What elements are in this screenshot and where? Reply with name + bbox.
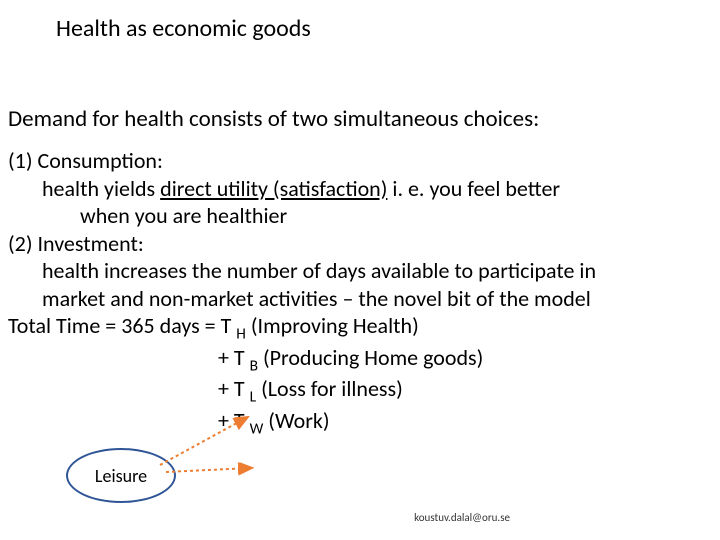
tb-sub: B — [250, 356, 258, 375]
tb-prefix: + T — [218, 344, 250, 371]
item1-line1a: health yields — [42, 175, 160, 202]
tw-line: + T W (Work) — [8, 407, 714, 439]
leisure-ellipse-container: Leisure — [66, 448, 176, 503]
tl-desc: (Loss for illness) — [256, 375, 403, 402]
total-prefix: Total Time = 365 days = T — [8, 312, 236, 339]
item1-line1c: i. e. you feel better — [387, 175, 560, 202]
tw-desc: (Work) — [263, 407, 329, 434]
leisure-ellipse: Leisure — [66, 448, 176, 503]
demand-subtitle: Demand for health consists of two simult… — [0, 43, 720, 133]
item2-label: (2) Investment: — [8, 230, 714, 258]
tb-desc: (Producing Home goods) — [258, 344, 483, 371]
item1-line1b-underline: direct utility (satisfaction) — [160, 175, 387, 202]
total-sub-h: H — [236, 324, 246, 343]
item2-line1: health increases the number of days avai… — [8, 257, 714, 285]
footer-email: koustuv.dalal@oru.se — [414, 511, 510, 524]
tl-line: + T L (Loss for illness) — [8, 375, 714, 407]
tw-prefix: + T — [218, 407, 250, 434]
item1-line1: health yields direct utility (satisfacti… — [8, 175, 714, 203]
item2-line2: market and non-market activities – the n… — [8, 285, 714, 313]
total-time-line: Total Time = 365 days = T H (Improving H… — [8, 312, 714, 344]
tb-line: + T B (Producing Home goods) — [8, 344, 714, 376]
total-h-desc: (Improving Health) — [246, 312, 419, 339]
tl-prefix: + T — [218, 375, 250, 402]
tw-sub: W — [250, 419, 264, 438]
leisure-label: Leisure — [95, 465, 147, 487]
item1-line2: when you are healthier — [8, 202, 714, 230]
content-body: (1) Consumption: health yields direct ut… — [0, 133, 720, 439]
slide-title: Health as economic goods — [0, 0, 720, 43]
item1-label: (1) Consumption: — [8, 147, 714, 175]
